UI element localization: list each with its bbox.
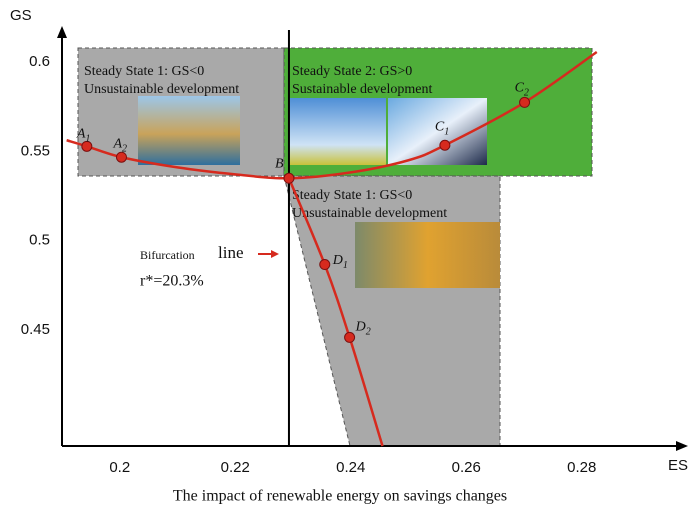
- bifurcation-label: line: [218, 243, 244, 262]
- region-text: Unsustainable development: [292, 206, 447, 221]
- point-label: B: [275, 157, 284, 172]
- y-tick-label: 0.55: [21, 142, 50, 159]
- region-text: Sustainable development: [292, 82, 432, 97]
- photo-oil-rig: [138, 96, 240, 165]
- x-axis-arrow: [676, 441, 688, 451]
- point-label-sub: 2: [524, 88, 529, 99]
- threshold-label: r*=20.3%: [140, 273, 204, 290]
- y-axis-arrow: [57, 26, 67, 38]
- region-title: Steady State 1: GS<0: [292, 188, 412, 203]
- y-tick-label: 0.45: [21, 321, 50, 338]
- x-axis-label: ES: [668, 457, 688, 474]
- point: [520, 97, 530, 107]
- point-label: A: [76, 127, 86, 142]
- x-tick-label: 0.28: [567, 459, 596, 476]
- bifurcation-label: Bifurcation: [140, 248, 195, 262]
- y-tick-label: 0.6: [29, 53, 50, 70]
- point-label-sub: 1: [343, 260, 348, 271]
- point: [320, 260, 330, 270]
- point-label: D: [355, 320, 366, 335]
- region-text: Unsustainable development: [84, 82, 239, 97]
- arrow-head: [271, 250, 279, 258]
- point-label: D: [332, 253, 343, 268]
- point: [284, 173, 294, 183]
- y-tick-label: 0.5: [29, 232, 50, 249]
- point-label: A: [112, 136, 122, 151]
- point: [345, 332, 355, 342]
- point-label-sub: 1: [444, 127, 449, 138]
- x-tick-label: 0.24: [336, 459, 365, 476]
- point-label-sub: 1: [85, 134, 90, 145]
- point-label-sub: 2: [366, 327, 371, 338]
- y-axis-label: GS: [10, 7, 32, 24]
- x-tick-label: 0.22: [221, 459, 250, 476]
- region-title: Steady State 2: GS>0: [292, 64, 412, 79]
- point-label-sub: 2: [122, 144, 127, 155]
- x-tick-label: 0.2: [109, 459, 130, 476]
- caption: The impact of renewable energy on saving…: [173, 488, 507, 505]
- chart: GS ES The impact of renewable energy on …: [0, 0, 693, 510]
- region-title: Steady State 1: GS<0: [84, 64, 204, 79]
- photo-wind: [288, 98, 386, 165]
- photo-pollution: [355, 222, 500, 288]
- x-tick-label: 0.26: [452, 459, 481, 476]
- point: [440, 140, 450, 150]
